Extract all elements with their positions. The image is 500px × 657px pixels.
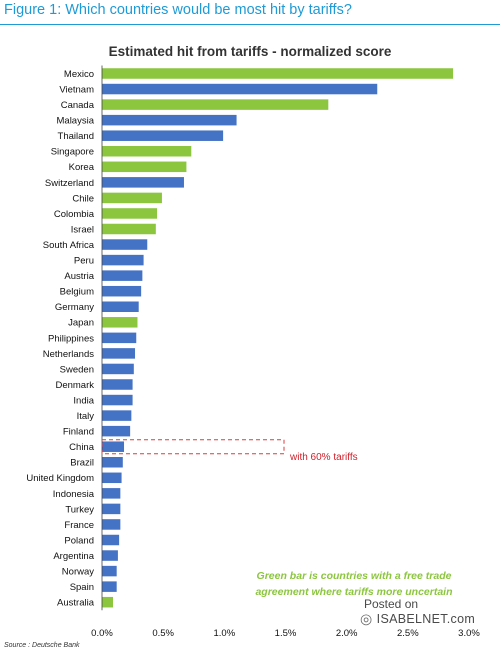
- bar-group: [102, 68, 454, 608]
- figure-title: Figure 1: Which countries would be most …: [4, 2, 352, 18]
- bar-brazil: [102, 457, 123, 468]
- bar-israel: [102, 223, 156, 235]
- bar-india: [102, 394, 133, 406]
- bar-turkey: [102, 503, 121, 515]
- china-highlight-box: [101, 439, 285, 455]
- bar-mexico: [102, 68, 454, 79]
- bar-argentina: [102, 550, 118, 561]
- green-note-line2: agreement where tariffs more uncertain: [255, 586, 453, 598]
- bar-south-africa: [102, 239, 148, 250]
- category-label-finland: Finland: [63, 427, 94, 438]
- watermark-posted-on: Posted on: [364, 597, 419, 611]
- title-rule: [0, 24, 500, 25]
- bar-thailand: [102, 130, 224, 141]
- x-tick-label: 1.0%: [214, 628, 236, 639]
- green-note-line1: Green bar is countries with a free trade: [256, 570, 452, 582]
- bar-japan: [102, 317, 138, 328]
- bar-denmark: [102, 379, 133, 390]
- x-tick-label: 2.5%: [397, 628, 419, 639]
- green-bar-note: Green bar is countries with a free trade…: [206, 568, 500, 600]
- category-label-south-africa: South Africa: [43, 240, 95, 251]
- x-tick-label: 1.5%: [275, 628, 297, 639]
- bar-italy: [102, 410, 132, 421]
- bar-spain: [102, 581, 117, 592]
- bar-china: [102, 441, 125, 452]
- bar-philippines: [102, 332, 137, 344]
- category-label-austria: Austria: [64, 271, 94, 282]
- category-label-italy: Italy: [77, 411, 95, 422]
- bar-france: [102, 519, 121, 530]
- x-tick-label: 3.0%: [458, 628, 480, 639]
- category-label-germany: Germany: [55, 302, 94, 313]
- category-label-turkey: Turkey: [65, 504, 94, 515]
- category-label-sweden: Sweden: [60, 364, 94, 375]
- category-label-indonesia: Indonesia: [53, 489, 95, 500]
- bullseye-icon: ◎: [360, 610, 373, 627]
- chart-title: Estimated hit from tariffs - normalized …: [108, 44, 392, 59]
- bar-netherlands: [102, 348, 136, 359]
- bar-colombia: [102, 208, 158, 219]
- bar-norway: [102, 565, 117, 577]
- category-label-vietnam: Vietnam: [59, 84, 94, 95]
- category-label-australia: Australia: [57, 598, 95, 609]
- bar-korea: [102, 161, 187, 173]
- bar-malaysia: [102, 114, 237, 126]
- category-label-brazil: Brazil: [70, 458, 94, 469]
- bar-finland: [102, 425, 131, 437]
- bar-vietnam: [102, 83, 378, 95]
- category-label-poland: Poland: [64, 535, 94, 546]
- category-label-argentina: Argentina: [53, 551, 94, 562]
- category-label-france: France: [64, 520, 94, 531]
- watermark-row: ◎ ISABELNET.com: [360, 610, 475, 628]
- category-label-norway: Norway: [62, 567, 94, 578]
- x-tick-label: 0.5%: [152, 628, 174, 639]
- category-label-denmark: Denmark: [55, 380, 94, 391]
- category-label-peru: Peru: [74, 256, 94, 267]
- bar-canada: [102, 99, 329, 110]
- category-label-mexico: Mexico: [64, 69, 94, 80]
- bar-sweden: [102, 363, 134, 375]
- bar-australia: [102, 596, 114, 608]
- bar-switzerland: [102, 177, 184, 188]
- category-label-singapore: Singapore: [51, 147, 94, 158]
- category-label-netherlands: Netherlands: [43, 349, 94, 360]
- category-label-china: China: [69, 442, 95, 453]
- bar-austria: [102, 270, 143, 281]
- category-label-chile: Chile: [72, 193, 94, 204]
- category-label-japan: Japan: [68, 318, 94, 329]
- bar-poland: [102, 534, 120, 546]
- category-label-united-kingdom: United Kingdom: [26, 473, 94, 484]
- category-label-belgium: Belgium: [60, 287, 94, 298]
- category-label-canada: Canada: [61, 100, 95, 111]
- source-note: Source : Deutsche Bank: [4, 642, 80, 649]
- x-tick-label: 2.0%: [336, 628, 358, 639]
- china-annotation: with 60% tariffs: [290, 452, 358, 463]
- category-label-israel: Israel: [71, 224, 94, 235]
- bar-united-kingdom: [102, 472, 122, 484]
- category-label-colombia: Colombia: [54, 209, 95, 220]
- bar-belgium: [102, 285, 142, 297]
- bar-indonesia: [102, 488, 121, 499]
- category-label-korea: Korea: [69, 162, 95, 173]
- category-label-thailand: Thailand: [58, 131, 94, 142]
- bar-germany: [102, 301, 139, 312]
- category-label-india: India: [73, 395, 94, 406]
- bar-singapore: [102, 146, 192, 157]
- category-label-switzerland: Switzerland: [45, 178, 94, 189]
- category-label-spain: Spain: [70, 582, 94, 593]
- watermark: Posted on ◎ ISABELNET.com: [360, 597, 475, 628]
- watermark-site: ISABELNET.com: [376, 611, 476, 626]
- x-tick-group: 0.0% 0.5% 1.0% 1.5% 2.0% 2.5% 3.0%: [91, 628, 480, 639]
- category-label-group: Mexico Vietnam Canada Malaysia Thailand Singa…: [26, 69, 94, 609]
- x-tick-label: 0.0%: [91, 628, 113, 639]
- category-label-philippines: Philippines: [48, 333, 94, 344]
- bar-peru: [102, 254, 144, 266]
- category-label-malaysia: Malaysia: [57, 116, 95, 127]
- bar-chile: [102, 192, 162, 204]
